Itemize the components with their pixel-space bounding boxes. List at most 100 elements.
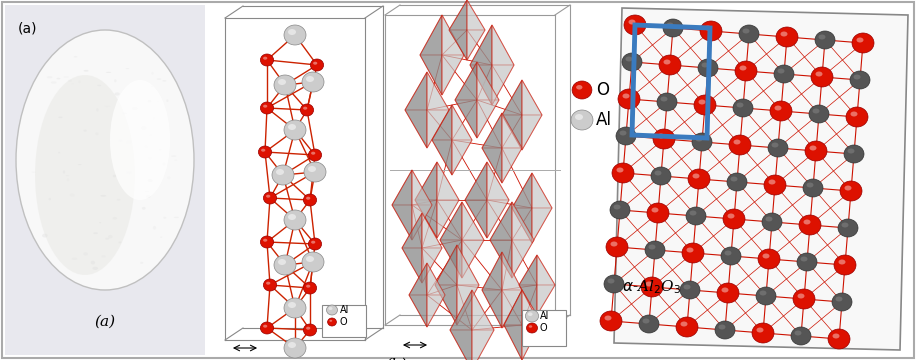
Ellipse shape xyxy=(157,78,161,80)
Ellipse shape xyxy=(306,256,314,262)
Ellipse shape xyxy=(284,25,306,45)
Polygon shape xyxy=(405,72,449,110)
Polygon shape xyxy=(502,115,542,150)
Ellipse shape xyxy=(769,180,776,184)
Ellipse shape xyxy=(288,214,296,220)
Ellipse shape xyxy=(623,94,629,99)
Ellipse shape xyxy=(104,105,110,107)
Ellipse shape xyxy=(50,81,57,84)
Ellipse shape xyxy=(142,207,146,210)
Ellipse shape xyxy=(756,287,776,305)
Ellipse shape xyxy=(162,80,167,81)
Ellipse shape xyxy=(739,66,747,71)
Ellipse shape xyxy=(73,56,78,58)
Ellipse shape xyxy=(303,107,307,110)
Ellipse shape xyxy=(91,261,95,265)
Text: O: O xyxy=(540,323,548,333)
Polygon shape xyxy=(502,252,522,328)
Ellipse shape xyxy=(110,80,170,200)
Ellipse shape xyxy=(95,132,99,135)
Ellipse shape xyxy=(775,105,781,111)
Polygon shape xyxy=(512,202,534,278)
Ellipse shape xyxy=(682,243,704,263)
Ellipse shape xyxy=(96,108,99,112)
Ellipse shape xyxy=(612,163,634,183)
Polygon shape xyxy=(532,173,552,243)
Ellipse shape xyxy=(108,235,113,238)
Ellipse shape xyxy=(686,248,693,252)
Polygon shape xyxy=(477,62,499,138)
Ellipse shape xyxy=(575,114,583,120)
Ellipse shape xyxy=(812,108,820,113)
Ellipse shape xyxy=(308,166,316,172)
Polygon shape xyxy=(512,208,552,243)
Polygon shape xyxy=(519,255,555,285)
Ellipse shape xyxy=(815,72,823,77)
Polygon shape xyxy=(449,30,485,60)
Ellipse shape xyxy=(660,96,668,102)
Ellipse shape xyxy=(306,327,311,330)
Ellipse shape xyxy=(735,61,757,81)
Ellipse shape xyxy=(284,210,306,230)
Ellipse shape xyxy=(725,251,732,256)
Ellipse shape xyxy=(778,68,784,73)
Ellipse shape xyxy=(126,141,131,144)
Ellipse shape xyxy=(770,101,792,121)
Ellipse shape xyxy=(263,105,267,108)
Ellipse shape xyxy=(260,102,274,114)
Bar xyxy=(522,310,566,346)
Text: O: O xyxy=(340,317,348,327)
Ellipse shape xyxy=(733,99,753,117)
Ellipse shape xyxy=(793,289,815,309)
Ellipse shape xyxy=(302,252,324,272)
Text: Al: Al xyxy=(596,111,612,129)
Ellipse shape xyxy=(806,183,813,188)
Polygon shape xyxy=(465,162,509,200)
Text: $\alpha$-Al$_2$O$_3$: $\alpha$-Al$_2$O$_3$ xyxy=(622,278,681,296)
Ellipse shape xyxy=(31,171,36,173)
Ellipse shape xyxy=(288,29,296,35)
Ellipse shape xyxy=(158,149,161,151)
Ellipse shape xyxy=(99,222,101,223)
Polygon shape xyxy=(420,55,464,95)
Ellipse shape xyxy=(686,207,706,225)
Ellipse shape xyxy=(722,288,728,292)
Ellipse shape xyxy=(151,72,154,75)
Polygon shape xyxy=(455,100,499,138)
Polygon shape xyxy=(440,202,462,278)
Ellipse shape xyxy=(845,185,852,190)
Ellipse shape xyxy=(759,291,767,296)
Polygon shape xyxy=(482,148,522,183)
Ellipse shape xyxy=(106,72,111,73)
Polygon shape xyxy=(409,263,427,327)
Polygon shape xyxy=(490,202,534,240)
Ellipse shape xyxy=(306,197,311,200)
Ellipse shape xyxy=(119,140,122,142)
Polygon shape xyxy=(452,105,472,175)
Ellipse shape xyxy=(576,85,583,90)
Ellipse shape xyxy=(762,253,769,258)
Ellipse shape xyxy=(126,171,132,174)
Ellipse shape xyxy=(852,33,874,53)
Polygon shape xyxy=(427,72,449,148)
Polygon shape xyxy=(449,0,467,60)
Ellipse shape xyxy=(840,181,862,201)
Polygon shape xyxy=(455,62,477,138)
Ellipse shape xyxy=(730,176,737,181)
Ellipse shape xyxy=(306,76,314,82)
Ellipse shape xyxy=(721,247,741,265)
Ellipse shape xyxy=(832,293,852,311)
Ellipse shape xyxy=(152,116,155,120)
Polygon shape xyxy=(405,110,449,148)
Ellipse shape xyxy=(288,124,296,130)
Ellipse shape xyxy=(768,139,788,157)
Ellipse shape xyxy=(700,21,722,41)
Polygon shape xyxy=(522,80,542,150)
Polygon shape xyxy=(435,245,457,325)
Ellipse shape xyxy=(113,175,116,177)
Ellipse shape xyxy=(303,282,317,294)
Polygon shape xyxy=(420,15,442,95)
Ellipse shape xyxy=(810,145,816,150)
Bar xyxy=(5,5,205,355)
Ellipse shape xyxy=(641,277,663,297)
